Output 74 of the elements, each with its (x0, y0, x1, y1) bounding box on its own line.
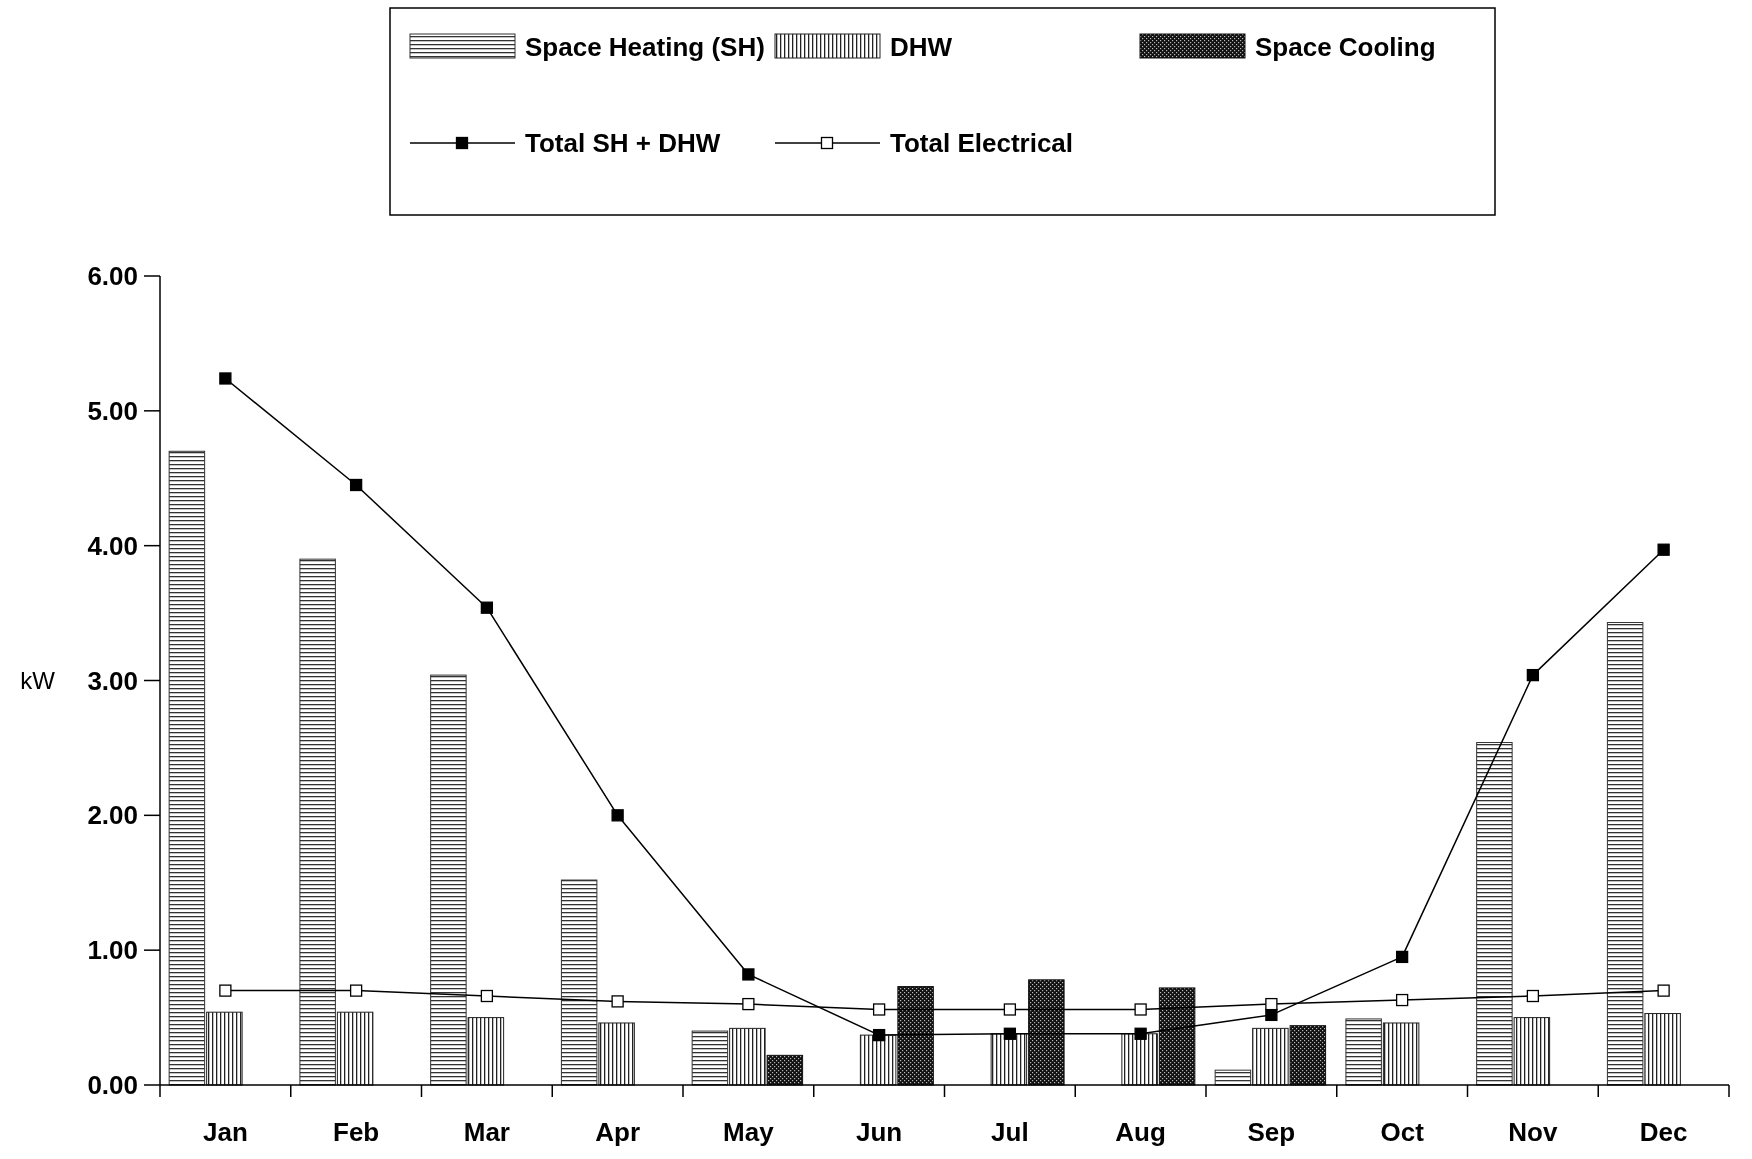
point (1526, 989, 1540, 1003)
bar (336, 1011, 374, 1086)
bar (598, 1022, 635, 1086)
point (219, 984, 232, 997)
x-tick-label: Oct (1380, 1117, 1425, 1147)
legend-label: Total Electrical (890, 128, 1074, 158)
y-tick-label: 1.00 (87, 935, 138, 966)
point (1657, 543, 1670, 556)
point (1265, 1008, 1278, 1022)
point (480, 601, 494, 614)
point (480, 989, 494, 1003)
point (1134, 1027, 1147, 1040)
x-tick-label: Nov (1508, 1117, 1558, 1147)
bar (990, 1033, 1028, 1086)
x-tick-label: Mar (463, 1117, 510, 1147)
point (1003, 1027, 1017, 1040)
point (1657, 984, 1670, 997)
point (1265, 997, 1278, 1011)
point (742, 968, 755, 981)
legend-label: Space Cooling (1255, 32, 1436, 62)
bar (560, 879, 598, 1086)
bar (1606, 622, 1644, 1086)
y-tick-label: 3.00 (87, 665, 138, 696)
bar (729, 1027, 766, 1086)
legend-label: Space Heating (SH) (525, 32, 765, 62)
y-tick-label: 4.00 (87, 530, 138, 561)
bar (1252, 1027, 1289, 1086)
point (349, 478, 363, 492)
point (349, 984, 363, 997)
point (742, 997, 755, 1011)
x-tick-label: Jan (202, 1117, 248, 1147)
bar (299, 558, 336, 1086)
bar (1345, 1018, 1382, 1086)
point (611, 809, 624, 822)
point (219, 372, 232, 385)
legend-label: DHW (890, 32, 953, 62)
bar (859, 1034, 897, 1086)
point (611, 995, 624, 1008)
x-tick-label: Jun (856, 1117, 903, 1147)
bar (1476, 742, 1513, 1086)
bar (766, 1054, 804, 1086)
bar (206, 1011, 243, 1086)
x-tick-label: Jul (991, 1117, 1029, 1147)
y-axis-title: kW (20, 666, 56, 694)
bar (1289, 1025, 1327, 1086)
bar (1644, 1013, 1681, 1086)
x-tick-label: Aug (1115, 1117, 1166, 1147)
point (872, 1003, 886, 1016)
point (1395, 950, 1409, 964)
point (872, 1028, 886, 1042)
bar (691, 1030, 729, 1086)
point (1134, 1003, 1147, 1016)
bar (430, 674, 467, 1086)
x-tick-label: Apr (595, 1117, 641, 1147)
point (1526, 668, 1540, 682)
x-tick-label: Sep (1247, 1117, 1296, 1147)
bar (1158, 987, 1196, 1086)
bar (1028, 979, 1065, 1086)
bar (1121, 1033, 1158, 1086)
bar (168, 450, 206, 1086)
bar (1382, 1022, 1420, 1086)
bar (1513, 1017, 1551, 1086)
y-tick-label: 5.00 (87, 395, 138, 426)
legend-label: Total SH + DHW (525, 128, 721, 158)
point (1003, 1003, 1017, 1016)
x-tick-label: Dec (1639, 1117, 1688, 1147)
bar (897, 986, 934, 1086)
y-tick-label: 0.00 (87, 1070, 138, 1101)
y-tick-label: 6.00 (87, 261, 138, 292)
x-tick-label: May (723, 1117, 775, 1147)
bar (467, 1017, 505, 1086)
y-tick-label: 2.00 (87, 800, 138, 831)
x-tick-label: Feb (333, 1117, 380, 1147)
point (1395, 993, 1409, 1007)
